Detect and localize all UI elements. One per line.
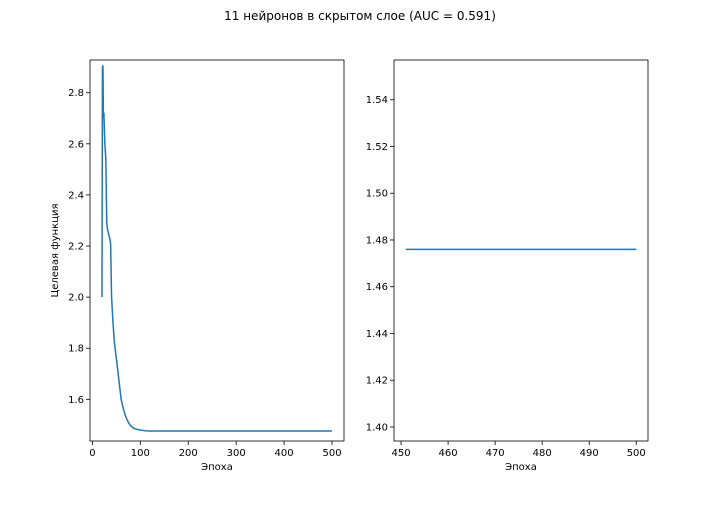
y-tick-label: 1.54 bbox=[366, 95, 388, 106]
x-tick-label: 500 bbox=[322, 448, 341, 459]
figure-title: 11 нейронов в скрытом слое (AUC = 0.591) bbox=[224, 9, 496, 23]
y-tick-label: 1.46 bbox=[366, 282, 388, 293]
x-tick-label: 470 bbox=[486, 448, 505, 459]
x-tick-label: 490 bbox=[580, 448, 599, 459]
x-tick-label: 300 bbox=[227, 448, 246, 459]
series-line-1 bbox=[101, 65, 333, 432]
y-tick-label: 1.50 bbox=[366, 189, 388, 200]
y-tick-label: 1.8 bbox=[68, 344, 84, 355]
y-tick-label: 1.52 bbox=[366, 142, 388, 153]
y-tick-label: 1.48 bbox=[366, 235, 388, 246]
x-tick-label: 100 bbox=[131, 448, 150, 459]
x-tick-label: 0 bbox=[89, 448, 95, 459]
x-axis-label: Эпоха bbox=[505, 462, 537, 473]
axes-frame bbox=[89, 59, 345, 442]
x-tick-label: 400 bbox=[275, 448, 294, 459]
y-tick-label: 1.44 bbox=[366, 329, 388, 340]
y-tick-label: 1.42 bbox=[366, 376, 388, 387]
x-tick-label: 450 bbox=[392, 448, 411, 459]
y-tick-label: 2.2 bbox=[68, 242, 84, 253]
y-tick-label: 2.8 bbox=[68, 88, 84, 99]
y-tick-label: 1.40 bbox=[366, 422, 388, 433]
left-plot: 0 100 200 300 400 500 1.6 1.8 2.0 2.2 2.4 2.6 2.8 Эпо… bbox=[50, 59, 345, 473]
right-plot: 450 460 470 480 490 500 1.40 1.42 1.44 1.46 1.48 1.… bbox=[366, 59, 649, 473]
x-tick-label: 460 bbox=[439, 448, 458, 459]
axes-frame bbox=[393, 59, 649, 442]
y-tick-label: 1.6 bbox=[68, 395, 84, 406]
y-axis-label: Целевая функция bbox=[50, 203, 61, 297]
x-tick-label: 500 bbox=[627, 448, 646, 459]
x-tick-label: 480 bbox=[533, 448, 552, 459]
y-tick-label: 2.0 bbox=[68, 293, 84, 304]
x-tick-label: 200 bbox=[179, 448, 198, 459]
y-tick-label: 2.6 bbox=[68, 139, 84, 150]
x-axis-label: Эпоха bbox=[201, 462, 233, 473]
y-tick-label: 2.4 bbox=[68, 190, 84, 201]
